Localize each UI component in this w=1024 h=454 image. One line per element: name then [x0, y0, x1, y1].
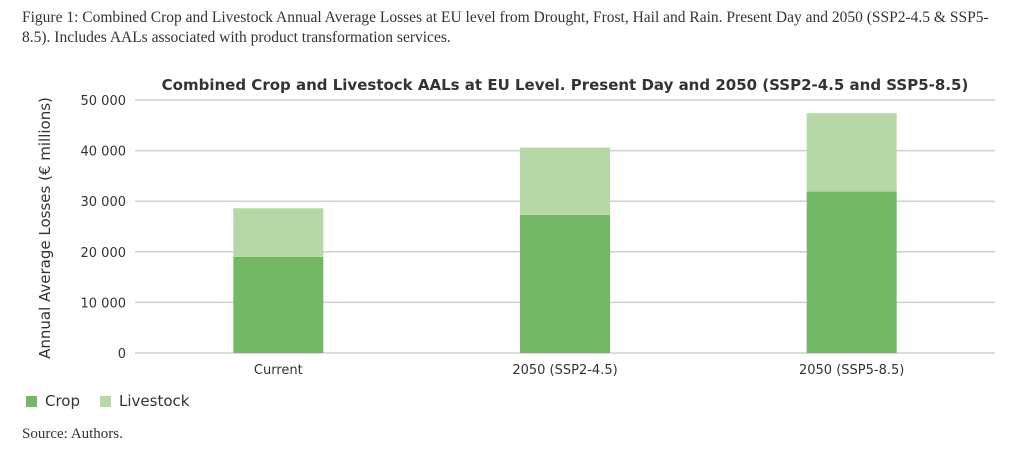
x-tick-label: 2050 (SSP5-8.5)	[799, 363, 904, 378]
bar-crop-2	[806, 191, 897, 353]
bar-livestock-2	[806, 113, 897, 192]
y-tick-label: 10 000	[81, 296, 127, 311]
legend-item-crop: Crop	[26, 392, 80, 410]
legend-swatch-livestock	[100, 395, 112, 407]
y-tick-label: 50 000	[81, 94, 127, 109]
y-tick-label: 40 000	[81, 145, 127, 160]
legend-label-crop: Crop	[45, 392, 81, 410]
legend: Crop Livestock	[26, 392, 189, 410]
x-tick-label: Current	[254, 363, 303, 378]
y-tick-label: 20 000	[81, 246, 127, 261]
bar-livestock-0	[233, 208, 324, 257]
legend-swatch-crop	[26, 395, 37, 407]
y-tick-label: 0	[118, 347, 126, 362]
x-tick-label: 2050 (SSP2-4.5)	[512, 363, 617, 378]
bar-crop-0	[233, 256, 324, 353]
legend-label-livestock: Livestock	[119, 392, 190, 410]
y-tick-label: 30 000	[81, 195, 127, 210]
bar-livestock-1	[520, 147, 610, 215]
bar-crop-1	[520, 214, 610, 353]
legend-item-livestock: Livestock	[100, 392, 189, 410]
y-axis-label: Annual Average Losses (€ millions)	[36, 97, 54, 359]
source-note: Source: Authors.	[22, 426, 123, 442]
figure-caption: Figure 1: Combined Crop and Livestock An…	[22, 9, 989, 46]
chart-title: Combined Crop and Livestock AALs at EU L…	[162, 76, 969, 94]
